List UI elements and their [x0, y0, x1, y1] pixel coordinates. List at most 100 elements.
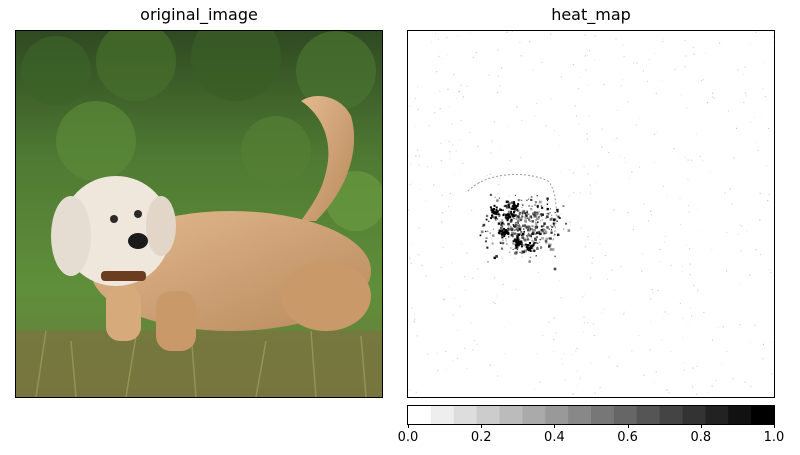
heat-speckle	[540, 214, 542, 216]
heat-speckle	[580, 227, 582, 229]
heat-speckle	[443, 298, 446, 300]
heat-speckle	[651, 288, 653, 291]
heat-speckle	[538, 211, 540, 213]
heat-speckle	[580, 137, 582, 140]
heat-speckle	[507, 227, 510, 231]
heat-speckle	[525, 211, 528, 214]
heat-speckle	[510, 234, 513, 237]
heat-speckle	[511, 205, 514, 208]
heat-speckle	[531, 225, 534, 228]
heat-speckle	[495, 213, 498, 216]
heat-speckle	[681, 270, 684, 272]
heat-speckle	[507, 226, 509, 228]
heat-speckle	[507, 204, 510, 207]
heat-speckle	[527, 238, 530, 241]
heat-speckle	[440, 267, 442, 269]
heat-speckle	[508, 202, 511, 205]
heat-speckle	[697, 209, 699, 211]
heat-speckle	[499, 221, 502, 223]
heat-speckle	[524, 216, 527, 220]
heat-speckle	[638, 166, 640, 168]
heat-speckle	[673, 246, 675, 248]
heat-speckle	[512, 224, 515, 226]
heat-speckle	[514, 247, 516, 250]
heat-speckle	[744, 66, 746, 68]
heat-speckle	[516, 216, 518, 219]
heat-speckle	[520, 220, 522, 222]
heat-speckle	[543, 228, 546, 231]
heat-speckle	[518, 225, 521, 228]
heat-speckle	[514, 257, 516, 259]
heat-speckle	[662, 40, 664, 42]
colorbar-step	[636, 406, 661, 424]
heat-speckle	[492, 208, 495, 211]
heat-speckle	[691, 385, 693, 387]
heat-speckle	[521, 211, 524, 214]
heat-speckle	[532, 244, 534, 247]
heat-speckle	[421, 44, 423, 46]
heat-speckle	[749, 300, 751, 302]
heat-speckle	[586, 133, 588, 135]
heat-speckle	[507, 210, 510, 213]
heat-speckle	[688, 248, 691, 250]
heat-speckle	[504, 230, 507, 233]
heat-speckle	[509, 160, 511, 162]
heat-speckle	[526, 199, 528, 201]
heat-speckle	[411, 307, 413, 309]
heat-speckle	[500, 247, 504, 250]
heat-speckle	[680, 94, 682, 96]
heat-speckle	[408, 184, 411, 186]
heat-speckle	[685, 55, 687, 57]
colorbar-step	[476, 406, 501, 424]
heat-speckle	[655, 371, 657, 373]
heat-speckle	[648, 216, 650, 218]
heat-speckle	[594, 392, 596, 394]
heat-speckle	[510, 207, 513, 210]
heat-speckle	[550, 231, 553, 234]
heat-speckle	[549, 237, 552, 240]
original-image-panel	[15, 30, 383, 398]
heat-speckle	[582, 296, 584, 298]
heat-speckle	[442, 246, 444, 248]
heat-speckle	[492, 228, 494, 230]
heat-speckle	[437, 38, 440, 40]
heat-speckle	[530, 215, 532, 218]
heat-speckle	[449, 192, 451, 195]
heat-speckle	[517, 221, 519, 224]
heat-speckle	[680, 224, 682, 226]
heat-speckle	[550, 229, 553, 231]
heat-speckle	[766, 165, 768, 167]
heat-speckle	[409, 105, 411, 107]
heat-speckle	[620, 265, 622, 268]
heat-speckle	[539, 220, 541, 222]
heat-speckle	[541, 89, 543, 92]
heat-speckle	[582, 331, 585, 333]
heat-speckle	[736, 127, 738, 129]
heat-speckle	[699, 155, 701, 158]
heat-speckle	[532, 69, 534, 71]
heat-speckle	[530, 198, 533, 201]
heat-speckle	[594, 59, 596, 61]
heat-speckle	[755, 249, 757, 251]
heat-speckle	[762, 88, 764, 90]
heat-speckle	[579, 378, 581, 380]
heat-speckle	[740, 103, 742, 105]
heat-speckle	[409, 257, 411, 259]
heat-speckle	[517, 233, 521, 236]
heat-speckle	[539, 232, 542, 236]
heat-speckle	[614, 289, 616, 291]
heat-speckle	[516, 208, 519, 211]
heat-speckle	[511, 31, 514, 33]
dog-head	[61, 176, 171, 286]
heat-speckle	[552, 222, 555, 225]
heat-speckle	[560, 76, 562, 78]
heat-speckle	[498, 184, 500, 186]
heat-speckle	[493, 212, 496, 215]
colorbar-tick-label: 0.4	[544, 430, 565, 445]
heat-speckle	[540, 213, 543, 215]
heat-speckle	[511, 201, 514, 204]
heat-speckle	[636, 62, 638, 64]
heat-speckle	[516, 239, 519, 242]
heat-speckle	[670, 264, 672, 267]
heat-speckle	[613, 139, 615, 141]
